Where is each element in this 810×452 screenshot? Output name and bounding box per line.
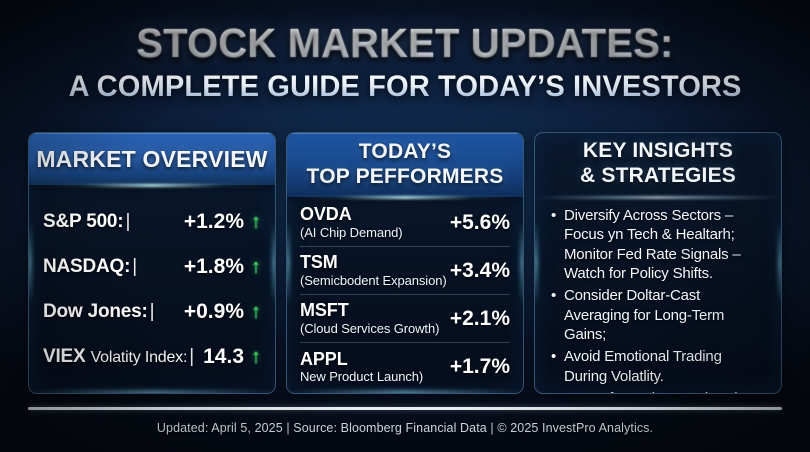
panel-bottom-glow — [29, 391, 275, 393]
performer-ticker: OVDA — [300, 204, 352, 225]
performer-info: TSM (Semicbodent Expansion) — [300, 252, 447, 288]
performer-note: (Semicbodent Expansion) — [300, 272, 447, 288]
performer-info: APPL New Product Launch) — [300, 348, 446, 385]
row-pipe-separator: | — [149, 300, 155, 322]
performer-note: (AI Chip Demand) — [300, 224, 403, 240]
panel-top-performers: TODAY’S TOP PEFFORMERS OVDA (AI Chip Dem… — [286, 132, 524, 394]
performer-ticker: MSFT — [300, 300, 349, 321]
table-row: APPL New Product Launch) +1.7% — [300, 343, 510, 391]
panels-container: MARKET OVERVIEW S&P 500: | +1.2% ↑ NASDAQ… — [0, 132, 810, 394]
performer-value: +2.1% — [449, 306, 510, 330]
panel-header-line1: TODAY’S — [358, 140, 452, 163]
performer-value: +1.7% — [449, 355, 510, 378]
market-row-value: 14.3 — [203, 344, 244, 368]
performer-value: +5.6% — [449, 210, 510, 234]
arrow-up-icon: ↑ — [251, 300, 261, 323]
market-row-value: +1.2% — [183, 209, 244, 233]
row-pipe-separator: | — [132, 255, 138, 277]
panel-key-insights: KEY INSIGHTS & STRATEGIES Diversify Acro… — [534, 132, 782, 394]
market-row-label: S&P 500: | — [43, 210, 131, 232]
performer-ticker: TSM — [300, 252, 338, 273]
top-performers-rows: OVDA (AI Chip Demand) +5.6% TSM (Semicbo… — [287, 197, 523, 391]
title-main-line: STOCK MARKET UPDATES: — [12, 22, 798, 65]
table-row: NASDAQ: | +1.8% ↑ — [43, 244, 261, 289]
performer-ticker: APPL — [300, 348, 348, 369]
market-row-value: +1.8% — [183, 254, 244, 278]
list-item: Consider Doltar-Cast Averaging for Long-… — [549, 286, 768, 344]
market-overview-rows: S&P 500: | +1.2% ↑ NASDAQ: | +1.8% ↑ Dow J… — [29, 185, 275, 379]
performer-value: +3.4% — [449, 258, 510, 282]
table-row: S&P 500: | +1.2% ↑ — [43, 199, 261, 244]
performer-info: OVDA (AI Chip Demand) — [300, 204, 446, 240]
arrow-up-icon: ↑ — [251, 255, 261, 278]
market-row-label: Dow Jones: | — [43, 300, 155, 322]
performer-note: New Product Launch) — [300, 369, 424, 385]
table-row: Dow Jones: | +0.9% ↑ — [43, 289, 261, 334]
row-pipe-separator: | — [189, 345, 194, 367]
row-pipe-separator: | — [125, 210, 131, 232]
panel-header-line2: & STRATEGIES — [579, 163, 737, 187]
list-item: Stay Informed, Stay Ahead. — [549, 389, 768, 393]
table-row: MSFT (Cloud Services Growth) +2.1% — [300, 295, 510, 343]
footer-divider — [28, 407, 782, 410]
arrow-up-icon: ↑ — [251, 210, 261, 233]
market-row-label: NASDAQ: | — [43, 255, 138, 277]
page-title: STOCK MARKET UPDATES: A COMPLETE GUIDE F… — [0, 22, 810, 102]
list-item: Avoid Emotional Trading During Volatlity… — [549, 347, 768, 386]
panel-market-overview: MARKET OVERVIEW S&P 500: | +1.2% ↑ NASDAQ… — [28, 132, 276, 394]
panel-top-performers-header: TODAY’S TOP PEFFORMERS — [287, 133, 523, 197]
market-row-label: VIEX Volatity Index: | — [43, 345, 194, 367]
market-row-value: +0.9% — [183, 299, 244, 323]
panel-key-insights-header: KEY INSIGHTS & STRATEGIES — [535, 133, 781, 197]
title-sub-line: A COMPLETE GUIDE FOR TODAY’S INVESTORS — [12, 71, 798, 103]
performer-info: MSFT (Cloud Services Growth) — [300, 300, 446, 336]
table-row: TSM (Semicbodent Expansion) +3.4% — [300, 247, 510, 295]
footer-attribution: Updated: April 5, 2025 | Source: Bloombe… — [156, 421, 654, 435]
table-row: VIEX Volatity Index: | 14.3 ↑ — [43, 334, 261, 379]
performer-note: (Cloud Services Growth) — [300, 320, 440, 336]
arrow-up-icon: ↑ — [251, 345, 261, 368]
market-row-label-secondary: Volatity Index: — [90, 348, 188, 366]
panel-header-line2: TOP PEFFORMERS — [306, 164, 504, 188]
panel-market-overview-header: MARKET OVERVIEW — [29, 133, 275, 185]
panel-bottom-glow — [287, 391, 523, 393]
key-insights-list: Diversify Across Sectors – Focus yn Tech… — [535, 197, 781, 393]
panel-header-line1: KEY INSIGHTS — [582, 139, 734, 162]
list-item: Diversify Across Sectors – Focus yn Tech… — [549, 206, 768, 283]
table-row: OVDA (AI Chip Demand) +5.6% — [300, 199, 510, 247]
